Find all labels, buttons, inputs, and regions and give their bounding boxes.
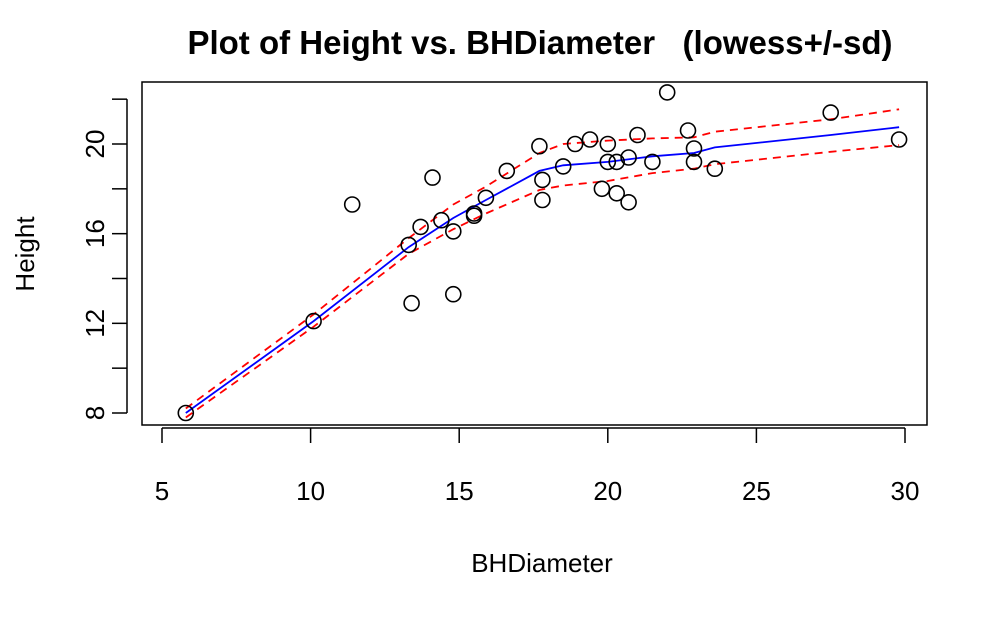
- y-tick-label: 12: [80, 309, 110, 338]
- data-point: [566, 135, 584, 153]
- lower-sd-line: [185, 144, 900, 419]
- data-point: [599, 135, 617, 153]
- data-point: [706, 160, 724, 177]
- data-point: [433, 211, 450, 229]
- y-axis: 8 12 16 20: [80, 98, 128, 420]
- data-point: [534, 171, 551, 189]
- data-point: [465, 207, 483, 224]
- data-point: [424, 169, 441, 186]
- data-point: [644, 153, 661, 171]
- data-point: [685, 153, 703, 171]
- x-tick-label: 25: [742, 476, 771, 506]
- y-axis-label: Height: [10, 216, 40, 292]
- data-point: [554, 158, 572, 175]
- data-point: [581, 131, 599, 148]
- x-axis-label: BHDiameter: [471, 548, 613, 578]
- data-point: [685, 140, 703, 157]
- data-point: [620, 194, 637, 211]
- data-point: [444, 223, 462, 240]
- x-tick-label: 10: [296, 476, 325, 506]
- data-point: [599, 153, 617, 171]
- data-point: [890, 131, 908, 148]
- data-point: [444, 285, 462, 303]
- upper-sd-line: [185, 108, 900, 410]
- data-point: [658, 84, 676, 101]
- lowess-line: [185, 126, 900, 414]
- data-point: [608, 153, 626, 171]
- data-point: [620, 149, 637, 166]
- chart-title: Plot of Height vs. BHDiameter (lowess+/-…: [187, 24, 892, 61]
- data-point: [403, 294, 420, 312]
- data-point: [629, 126, 646, 144]
- y-tick-label: 8: [80, 406, 110, 420]
- x-tick-label: 15: [445, 476, 474, 506]
- x-tick-label: 30: [891, 476, 920, 506]
- data-point: [412, 218, 429, 236]
- data-point: [305, 312, 322, 330]
- data-point: [534, 191, 551, 209]
- data-point: [531, 137, 548, 155]
- scatter-points: [177, 84, 908, 422]
- data-point: [343, 196, 361, 213]
- data-point: [822, 104, 840, 121]
- data-point: [498, 162, 516, 180]
- x-tick-label: 5: [155, 476, 169, 506]
- plot-frame: [141, 81, 928, 426]
- data-point: [477, 189, 495, 207]
- x-tick-label: 20: [593, 476, 622, 506]
- x-axis: 5 10 15 20 25 30: [155, 427, 920, 506]
- data-point: [593, 180, 611, 198]
- data-point: [608, 185, 626, 202]
- data-point: [679, 122, 697, 139]
- lowess-lines: [185, 108, 900, 419]
- data-point: [400, 236, 418, 254]
- y-tick-label: 20: [80, 130, 110, 159]
- data-point: [177, 404, 195, 422]
- y-tick-label: 16: [80, 219, 110, 248]
